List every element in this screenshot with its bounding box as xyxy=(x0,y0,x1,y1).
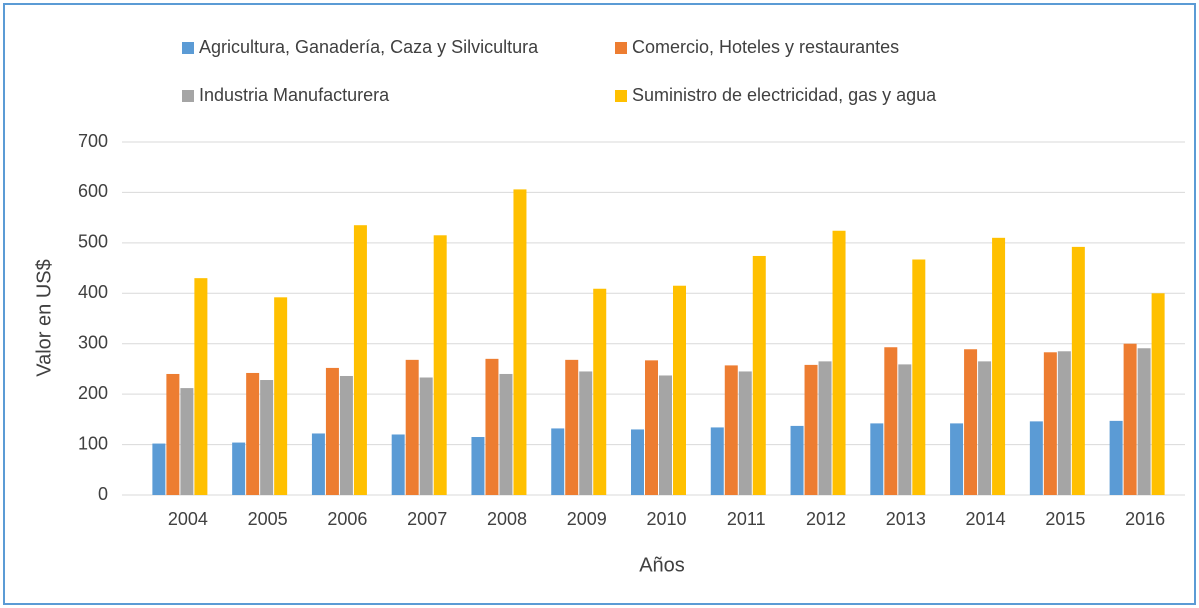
bar xyxy=(579,371,593,495)
bar xyxy=(433,235,447,496)
legend-label: Industria Manufacturera xyxy=(199,85,390,105)
bar xyxy=(1137,348,1151,495)
bar xyxy=(274,297,288,495)
bar xyxy=(1071,246,1085,495)
bar xyxy=(260,380,274,495)
legend-swatch xyxy=(615,90,627,102)
bar xyxy=(804,364,818,495)
legend-label: Comercio, Hoteles y restaurantes xyxy=(632,37,899,57)
y-tick-label: 300 xyxy=(78,332,108,352)
x-tick-label: 2013 xyxy=(886,509,926,529)
bar xyxy=(325,367,339,495)
bar xyxy=(790,425,804,495)
bar xyxy=(898,364,912,495)
x-tick-label: 2016 xyxy=(1125,509,1165,529)
y-tick-label: 100 xyxy=(78,433,108,453)
bar xyxy=(166,373,180,495)
bar xyxy=(964,349,978,495)
bar xyxy=(246,372,260,495)
x-tick-label: 2004 xyxy=(168,509,208,529)
bar xyxy=(710,427,724,495)
legend-swatch xyxy=(615,42,627,54)
bar xyxy=(353,225,367,495)
bar xyxy=(884,347,898,495)
bar xyxy=(912,259,926,495)
y-tick-label: 600 xyxy=(78,181,108,201)
bar xyxy=(724,365,738,495)
y-tick-label: 400 xyxy=(78,282,108,302)
bar xyxy=(978,361,992,495)
bar xyxy=(405,359,419,495)
x-tick-label: 2012 xyxy=(806,509,846,529)
legend-swatch xyxy=(182,42,194,54)
y-axis-label: Valor en US$ xyxy=(33,259,55,376)
legend-swatch xyxy=(182,90,194,102)
bar xyxy=(513,189,527,495)
x-tick-label: 2008 xyxy=(487,509,527,529)
bar xyxy=(565,359,579,495)
bar xyxy=(645,360,658,495)
bar xyxy=(311,433,325,495)
bar xyxy=(499,373,513,495)
y-tick-label: 500 xyxy=(78,232,108,252)
bar xyxy=(832,230,846,496)
x-tick-label: 2014 xyxy=(966,509,1006,529)
x-tick-label: 2006 xyxy=(327,509,367,529)
x-tick-label: 2010 xyxy=(646,509,686,529)
bar xyxy=(1029,421,1043,495)
bar xyxy=(659,375,672,495)
bar xyxy=(673,285,686,495)
legend-label: Suministro de electricidad, gas y agua xyxy=(632,85,937,105)
bar xyxy=(1151,293,1165,495)
bar xyxy=(194,278,208,495)
bar xyxy=(551,428,565,495)
x-tick-label: 2011 xyxy=(727,509,766,529)
y-tick-label: 700 xyxy=(78,131,108,151)
x-axis-label: Años xyxy=(639,554,685,576)
bar xyxy=(471,437,485,495)
bar xyxy=(339,375,353,495)
bar xyxy=(485,358,499,495)
bar xyxy=(818,361,832,495)
bar xyxy=(1123,343,1137,495)
bar xyxy=(992,237,1006,496)
bar xyxy=(232,442,246,495)
bar xyxy=(1043,352,1057,495)
bar xyxy=(593,288,607,495)
bar xyxy=(180,388,194,495)
x-tick-label: 2009 xyxy=(567,509,607,529)
bar xyxy=(752,255,766,495)
legend-label: Agricultura, Ganadería, Caza y Silvicult… xyxy=(199,37,539,57)
y-tick-label: 200 xyxy=(78,383,108,403)
bar xyxy=(950,423,964,495)
bar xyxy=(870,423,884,495)
bar xyxy=(1057,351,1071,495)
x-tick-label: 2007 xyxy=(407,509,447,529)
x-tick-label: 2015 xyxy=(1045,509,1085,529)
bar xyxy=(152,443,166,495)
x-tick-label: 2005 xyxy=(248,509,288,529)
bar xyxy=(419,377,433,495)
bar xyxy=(738,371,752,495)
y-tick-label: 0 xyxy=(98,484,108,504)
bar xyxy=(1109,420,1123,495)
bar xyxy=(391,434,405,495)
bar xyxy=(631,429,644,495)
